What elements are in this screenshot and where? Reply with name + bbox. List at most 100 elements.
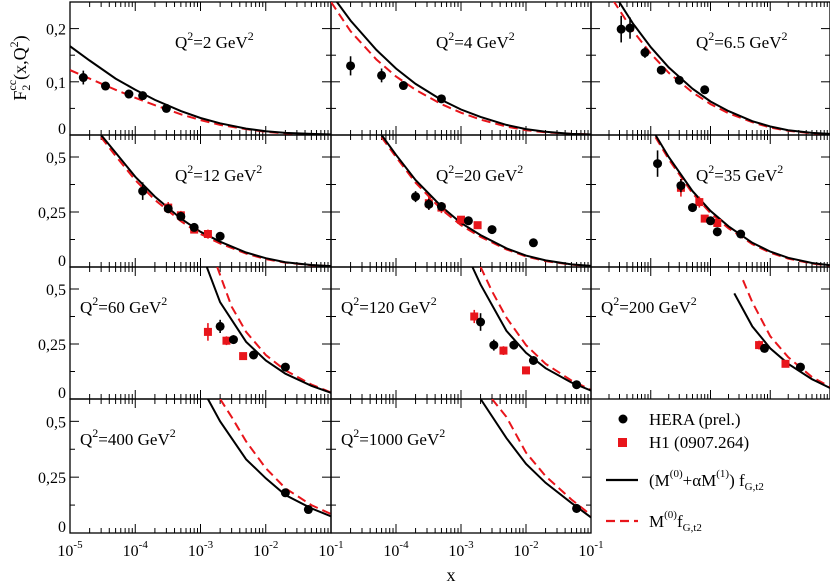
ylabel-sup: cc — [5, 80, 19, 91]
h1-point — [781, 359, 790, 368]
panel-q2-4: Q2=4 GeV2 — [330, 1, 592, 136]
hera-point — [215, 321, 225, 331]
panel-title: Q2=12 GeV2 — [175, 162, 262, 185]
curve-full — [380, 135, 591, 267]
panel-curves — [380, 135, 591, 267]
y-tick-label: 0,2 — [46, 22, 66, 39]
panel-title: Q2=400 GeV2 — [80, 426, 176, 449]
panel-frame — [590, 134, 830, 268]
curve-lo-order — [219, 399, 331, 515]
hera-point — [476, 317, 486, 327]
x-tick-label: 10-4 — [123, 539, 149, 560]
curve-full — [471, 267, 591, 392]
legend-h1-label: H1 (0907.264) — [649, 433, 749, 452]
legend-hera-marker — [618, 414, 628, 424]
h1-point — [203, 327, 212, 336]
panel-curves — [612, 2, 830, 135]
panel-q2-120: Q2=120 GeV2 — [330, 266, 592, 400]
y-tick-label: 0,5 — [46, 150, 66, 167]
x-tick-label: 10-1 — [318, 539, 343, 560]
legend-lo-label: M(0)fG,t2 — [649, 509, 702, 534]
hera-point — [640, 48, 650, 58]
hera-point — [616, 24, 626, 34]
hera-point — [700, 85, 710, 95]
panel-title: Q2=120 GeV2 — [341, 294, 437, 317]
hera-point — [528, 356, 538, 365]
curve-full — [479, 399, 591, 519]
panel-title: Q2=1000 GeV2 — [341, 426, 445, 449]
y-tick-label: 0,25 — [38, 337, 66, 354]
x-axis-label: x — [447, 565, 456, 583]
ylabel-args-sup: 2 — [7, 41, 21, 47]
hera-point — [138, 91, 148, 101]
hera-point — [706, 216, 715, 226]
panel-curves — [733, 279, 830, 389]
h1-point — [700, 214, 709, 223]
svg-text:F2cc(x,Q2): F2cc(x,Q2) — [5, 35, 33, 100]
hera-point — [124, 89, 134, 99]
curve-lo-order — [612, 2, 830, 135]
panel-q2-60: 0 0,25 0,5 Q2=60 GeV2 — [38, 266, 332, 402]
legend-h1-marker — [618, 438, 627, 447]
panel-frame — [69, 134, 332, 268]
y-tick-label: 0 — [58, 121, 66, 138]
panel-grid: 0 0,1 0,2 Q2=2 GeV2 Q2=4 GeV2 Q2=6.5 GeV2 0 0,2… — [38, 1, 830, 560]
curve-lo-order — [216, 267, 331, 394]
curve-full — [100, 135, 331, 267]
ylabel-main: F — [10, 91, 30, 101]
panel-q2-12: 0 0,25 0,5 Q2=12 GeV2 — [38, 134, 332, 270]
y-tick-label: 0 — [58, 519, 66, 536]
y-tick-label: 0 — [58, 385, 66, 402]
hera-point — [712, 227, 722, 237]
panel-curves — [70, 45, 331, 135]
curve-lo-order — [331, 2, 591, 135]
y-tick-label: 0 — [58, 253, 66, 270]
curve-full — [733, 292, 830, 389]
y-tick-label: 0,25 — [38, 205, 66, 222]
y-tick-label: 0,5 — [46, 282, 66, 299]
curve-full — [70, 45, 331, 135]
hera-point — [228, 335, 238, 345]
hera-point — [656, 65, 666, 75]
ylabel-args: (x,Q — [10, 47, 31, 80]
hera-point — [411, 192, 421, 202]
hera-point — [78, 73, 88, 83]
curve-full — [618, 2, 830, 135]
hera-point — [398, 81, 408, 91]
x-tick-label: 10-5 — [57, 539, 83, 560]
h1-point — [522, 366, 530, 375]
hera-point — [176, 211, 186, 221]
x-tick-labels: 10-5 10-4 10-3 10-2 10-1 10-4 10-3 10-2 10-1 — [57, 539, 603, 560]
x-tick-label: 10-1 — [578, 539, 603, 560]
panel-frame — [590, 266, 830, 400]
h1-point — [203, 230, 212, 238]
hera-point — [736, 229, 746, 239]
hera-point — [377, 70, 387, 80]
hera-point — [489, 340, 499, 350]
curve-lo-order — [654, 136, 830, 267]
curve-lo-order — [491, 399, 591, 516]
panel-title: Q2=4 GeV2 — [436, 29, 515, 52]
panel-curves — [471, 267, 591, 392]
h1-point — [222, 336, 231, 345]
panel-frame — [330, 1, 592, 136]
panel-q2-400: 0 0,25 0,5 Q2=400 GeV2 — [38, 398, 332, 536]
panel-curves — [205, 267, 331, 394]
panel-q2-1000: Q2=1000 GeV2 — [330, 398, 592, 534]
panel-curves — [100, 135, 331, 267]
panel-curves — [479, 399, 591, 519]
ylabel-close: ) — [10, 35, 31, 41]
curve-lo-order — [380, 136, 591, 267]
curve-lo-order — [100, 136, 331, 267]
panel-curves — [331, 2, 591, 135]
panel-frame — [69, 1, 332, 136]
hera-point — [572, 380, 582, 390]
y-tick-label: 0,1 — [46, 75, 66, 92]
h1-point — [755, 341, 764, 350]
panel-q2-2: 0 0,1 0,2 Q2=2 GeV2 — [46, 1, 332, 138]
panel-title: Q2=35 GeV2 — [696, 162, 783, 185]
ylabel-sub: 2 — [19, 85, 33, 91]
panel-q2-200: Q2=200 GeV2 — [590, 266, 830, 400]
h1-point — [473, 221, 482, 230]
panel-q2-35: Q2=35 GeV2 — [590, 134, 830, 268]
